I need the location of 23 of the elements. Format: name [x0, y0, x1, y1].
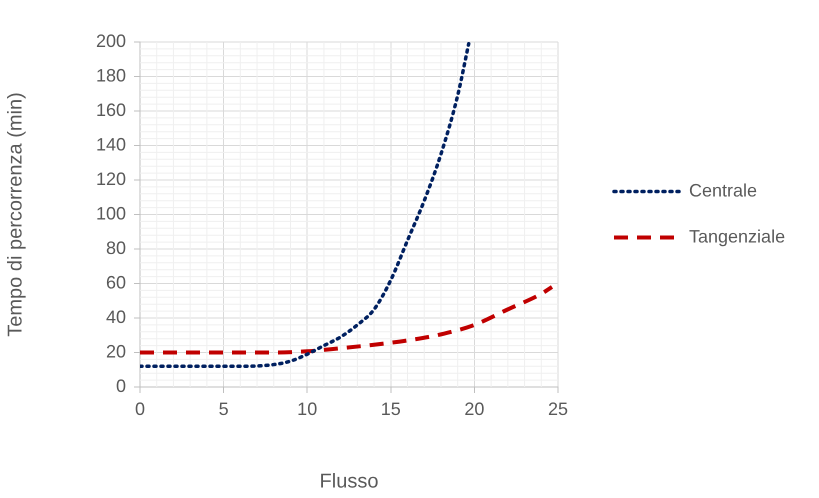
x-tick-label: 0 — [134, 398, 146, 419]
y-tick-label: 80 — [106, 238, 126, 258]
x-tick-label: 15 — [380, 398, 401, 419]
x-tick-label: 5 — [218, 398, 229, 419]
y-tick-label: 120 — [96, 168, 126, 189]
y-tick-label: 160 — [96, 100, 126, 120]
y-tick-label: 180 — [96, 65, 126, 86]
y-tick-label: 100 — [96, 203, 126, 224]
y-tick-label: 0 — [116, 376, 126, 396]
x-axis-title: Flusso — [320, 470, 378, 493]
y-axis-title: Tempo di percorrenza (min) — [4, 92, 27, 337]
legend-label: Tangenziale — [689, 226, 786, 246]
y-tick-label: 40 — [106, 306, 126, 327]
x-tick-label: 20 — [464, 398, 484, 419]
line-series — [140, 42, 470, 368]
line-series — [140, 284, 554, 354]
y-tick-label: 20 — [106, 341, 126, 362]
x-tick-label: 25 — [548, 398, 568, 419]
y-tick-label: 140 — [96, 134, 126, 154]
y-tick-label: 200 — [96, 30, 126, 51]
legend-label: Centrale — [689, 180, 758, 200]
x-tick-label: 10 — [297, 398, 318, 419]
y-tick-label: 60 — [106, 272, 126, 292]
